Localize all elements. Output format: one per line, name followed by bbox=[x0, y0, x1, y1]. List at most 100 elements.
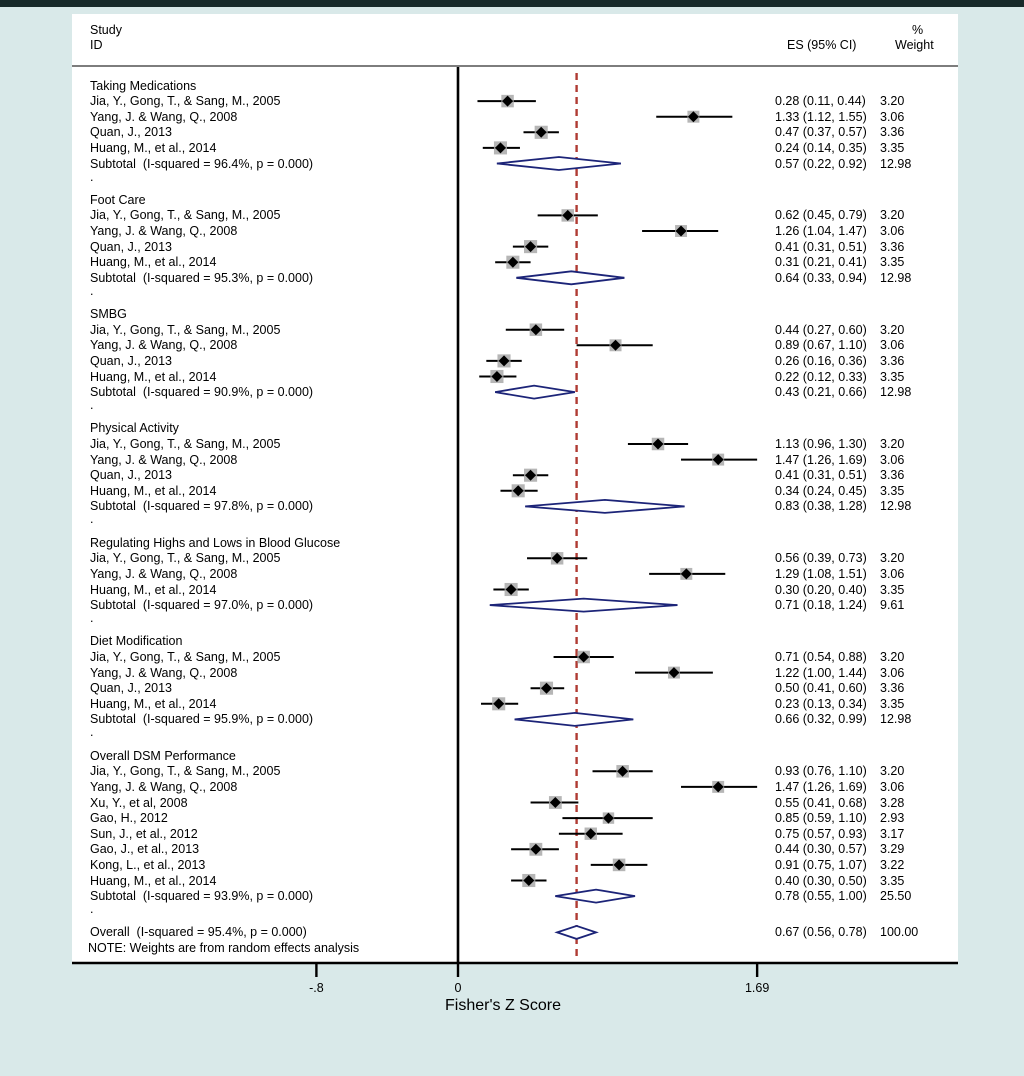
overall-label: Overall (I-squared = 95.4%, p = 0.000) bbox=[90, 925, 307, 940]
study-label: Yang, J. & Wang, Q., 2008 bbox=[90, 109, 238, 124]
study-label: Huang, M., et al., 2014 bbox=[90, 582, 217, 597]
subtotal-label: Subtotal (I-squared = 95.3%, p = 0.000) bbox=[90, 270, 314, 285]
es-ci-value: 0.91 (0.75, 1.07) bbox=[775, 857, 867, 872]
separator-dot: . bbox=[90, 902, 94, 917]
study-label: Jia, Y., Gong, T., & Sang, M., 2005 bbox=[90, 764, 281, 779]
weight-value: 9.61 bbox=[880, 598, 905, 613]
es-ci-value: 0.41 (0.31, 0.51) bbox=[775, 239, 867, 254]
subtotal-label: Subtotal (I-squared = 95.9%, p = 0.000) bbox=[90, 712, 314, 727]
study-label: Huang, M., et al., 2014 bbox=[90, 696, 217, 711]
weight-value: 3.20 bbox=[880, 437, 905, 451]
es-ci-value: 0.22 (0.12, 0.33) bbox=[775, 369, 867, 384]
es-ci-value: 0.93 (0.76, 1.10) bbox=[775, 764, 867, 779]
separator-dot: . bbox=[90, 512, 94, 527]
weight-value: 3.35 bbox=[880, 369, 905, 384]
es-ci-value: 0.85 (0.59, 1.10) bbox=[775, 811, 867, 826]
weight-value: 3.20 bbox=[880, 94, 905, 109]
group-label: Foot Care bbox=[90, 192, 146, 207]
es-ci-value: 0.26 (0.16, 0.36) bbox=[775, 353, 867, 368]
es-ci-value: 0.43 (0.21, 0.66) bbox=[775, 385, 867, 400]
weight-value: 3.35 bbox=[880, 873, 905, 888]
weight-value: 2.93 bbox=[880, 811, 905, 826]
x-axis-tick-label: -.8 bbox=[309, 981, 324, 995]
study-label: Yang, J. & Wang, Q., 2008 bbox=[90, 338, 238, 353]
weight-value: 3.36 bbox=[880, 125, 905, 140]
es-ci-value: 0.71 (0.18, 1.24) bbox=[775, 598, 867, 613]
study-label: Quan, J., 2013 bbox=[90, 239, 173, 254]
weight-value: 3.06 bbox=[880, 452, 905, 467]
weight-value: 3.06 bbox=[880, 779, 905, 794]
weight-value: 3.28 bbox=[880, 795, 905, 810]
study-label: Yang, J. & Wang, Q., 2008 bbox=[90, 665, 238, 680]
study-label: Jia, Y., Gong, T., & Sang, M., 2005 bbox=[90, 322, 281, 337]
weight-value: 3.20 bbox=[880, 764, 905, 779]
es-ci-value: 0.50 (0.41, 0.60) bbox=[775, 681, 867, 696]
es-ci-value: 0.75 (0.57, 0.93) bbox=[775, 826, 867, 841]
study-label: Sun, J., et al., 2012 bbox=[90, 826, 198, 841]
study-label: Jia, Y., Gong, T., & Sang, M., 2005 bbox=[90, 551, 281, 566]
group-label: Overall DSM Performance bbox=[90, 748, 236, 763]
separator-dot: . bbox=[90, 398, 94, 413]
group-label: Physical Activity bbox=[90, 421, 179, 436]
weight-value: 3.36 bbox=[880, 353, 905, 368]
weight-value: 12.98 bbox=[880, 712, 912, 727]
subtotal-label: Subtotal (I-squared = 90.9%, p = 0.000) bbox=[90, 385, 314, 400]
weight-value: 3.36 bbox=[880, 239, 905, 254]
es-ci-value: 0.89 (0.67, 1.10) bbox=[775, 338, 867, 353]
column-header-id: ID bbox=[90, 38, 103, 52]
subtotal-label: Subtotal (I-squared = 96.4%, p = 0.000) bbox=[90, 156, 314, 171]
es-ci-value: 0.24 (0.14, 0.35) bbox=[775, 140, 867, 155]
x-axis-tick-label: 0 bbox=[454, 981, 462, 995]
es-ci-value: 0.28 (0.11, 0.44) bbox=[775, 94, 866, 109]
es-ci-value: 0.40 (0.30, 0.50) bbox=[775, 873, 867, 888]
study-label: Jia, Y., Gong, T., & Sang, M., 2005 bbox=[90, 650, 281, 664]
es-ci-value: 1.29 (1.08, 1.51) bbox=[775, 566, 867, 581]
weight-value: 3.36 bbox=[880, 468, 905, 483]
study-label: Xu, Y., et al, 2008 bbox=[90, 795, 188, 810]
study-label: Huang, M., et al., 2014 bbox=[90, 483, 217, 498]
separator-dot: . bbox=[90, 283, 94, 298]
x-axis-tick-label: 1.69 bbox=[744, 981, 770, 995]
weight-value: 3.06 bbox=[880, 338, 905, 353]
study-label: Yang, J. & Wang, Q., 2008 bbox=[90, 779, 238, 794]
weight-value: 3.20 bbox=[880, 650, 905, 664]
subtotal-label: Subtotal (I-squared = 97.0%, p = 0.000) bbox=[90, 598, 314, 613]
weight-value: 3.20 bbox=[880, 208, 905, 223]
study-label: Jia, Y., Gong, T., & Sang, M., 2005 bbox=[90, 437, 281, 451]
es-ci-value: 1.47 (1.26, 1.69) bbox=[775, 452, 867, 467]
weight-value: 3.06 bbox=[880, 566, 905, 581]
es-ci-value: 0.67 (0.56, 0.78) bbox=[775, 925, 867, 940]
es-ci-value: 0.44 (0.30, 0.57) bbox=[775, 842, 867, 857]
study-label: Huang, M., et al., 2014 bbox=[90, 369, 217, 384]
weight-value: 12.98 bbox=[880, 385, 912, 400]
weight-value: 3.06 bbox=[880, 224, 905, 238]
weight-value: 100.00 bbox=[880, 925, 919, 940]
study-label: Jia, Y., Gong, T., & Sang, M., 2005 bbox=[90, 94, 281, 109]
es-ci-value: 0.31 (0.21, 0.41) bbox=[775, 255, 867, 270]
es-ci-value: 1.26 (1.04, 1.47) bbox=[775, 224, 867, 238]
weight-value: 3.22 bbox=[880, 857, 905, 872]
es-ci-value: 0.57 (0.22, 0.92) bbox=[775, 156, 867, 171]
column-header-es-ci: ES (95% CI) bbox=[787, 38, 857, 52]
column-header-percent: % bbox=[912, 23, 924, 37]
group-label: Taking Medications bbox=[90, 78, 197, 93]
window-top-border bbox=[0, 0, 1024, 7]
weight-value: 3.35 bbox=[880, 483, 905, 498]
study-label: Yang, J. & Wang, Q., 2008 bbox=[90, 224, 238, 238]
weight-value: 3.35 bbox=[880, 140, 905, 155]
es-ci-value: 0.41 (0.31, 0.51) bbox=[775, 468, 867, 483]
es-ci-value: 0.55 (0.41, 0.68) bbox=[775, 795, 867, 810]
weight-value: 12.98 bbox=[880, 499, 912, 514]
group-label: SMBG bbox=[90, 307, 127, 322]
weight-value: 3.29 bbox=[880, 842, 905, 857]
study-label: Gao, H., 2012 bbox=[90, 811, 168, 826]
weight-value: 3.06 bbox=[880, 109, 905, 124]
group-label: Regulating Highs and Lows in Blood Gluco… bbox=[90, 535, 341, 550]
weight-value: 3.06 bbox=[880, 665, 905, 680]
es-ci-value: 0.30 (0.20, 0.40) bbox=[775, 582, 867, 597]
es-ci-value: 1.47 (1.26, 1.69) bbox=[775, 779, 867, 794]
es-ci-value: 0.44 (0.27, 0.60) bbox=[775, 322, 867, 337]
header-separator-line bbox=[72, 65, 958, 67]
study-label: Kong, L., et al., 2013 bbox=[90, 857, 206, 872]
